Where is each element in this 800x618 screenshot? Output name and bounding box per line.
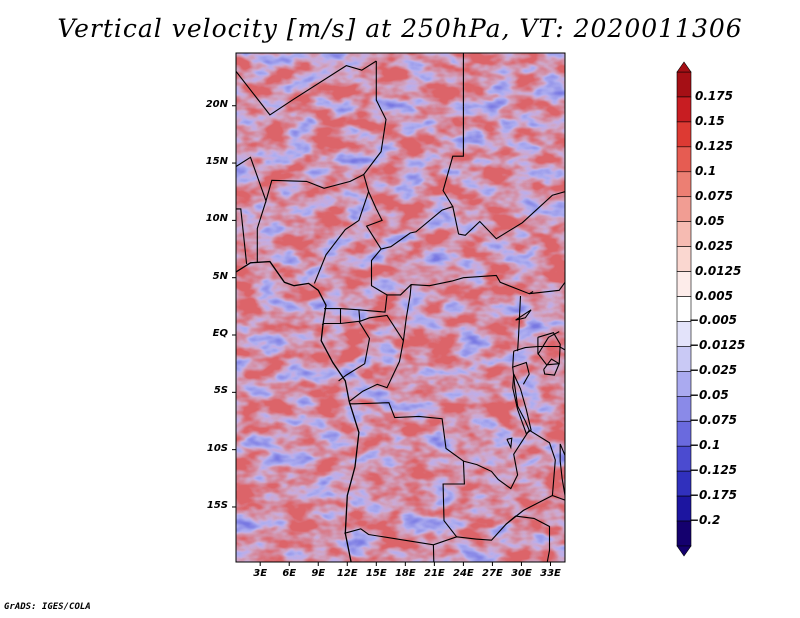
colorbar-tick-label: −0.05 — [689, 388, 729, 403]
colorbar-bottom-arrow — [676, 545, 692, 557]
longitude-label: 12E — [336, 568, 358, 579]
lake-outline — [515, 309, 532, 321]
boundary-line — [236, 60, 377, 116]
latitude-label: 5S — [213, 385, 228, 397]
boundary-line — [552, 494, 565, 501]
axis-ticks — [232, 105, 551, 566]
colorbar-tick-label: −0.1 — [689, 438, 721, 453]
longitude-label: 3E — [253, 568, 268, 579]
colorbar-tick-label: −0.025 — [689, 363, 738, 378]
colorbar-top-arrow — [676, 61, 692, 73]
boundary-line — [236, 208, 248, 264]
country-boundaries — [236, 53, 565, 562]
colorbar-swatch — [676, 146, 692, 173]
latitude-label: 15N — [205, 156, 228, 168]
colorbar-tick-label: 0.0125 — [695, 263, 742, 278]
boundary-line — [475, 429, 556, 541]
lake-outline — [512, 373, 532, 435]
boundary-line — [348, 309, 404, 402]
colorbar-tick-label: −0.175 — [689, 488, 738, 503]
latitude-label: EQ — [212, 328, 228, 339]
longitude-label: 33E — [540, 568, 561, 579]
boundary-line — [387, 274, 534, 296]
grads-credit: GrADS: IGES/COLA — [4, 602, 91, 612]
boundary-line — [512, 351, 530, 385]
colorbar-tick-label: 0.1 — [695, 163, 717, 178]
colorbar — [676, 61, 692, 557]
map-title: Vertical velocity [m/s] at 250hPa, VT: 2… — [57, 14, 743, 43]
colorbar-swatch — [676, 246, 692, 272]
longitude-label: 9E — [311, 568, 326, 579]
colorbar-swatch — [676, 96, 692, 123]
coastline — [236, 260, 360, 562]
latitude-label: 15S — [206, 499, 228, 511]
colorbar-tick-label: 0.075 — [695, 188, 733, 203]
boundary-line — [505, 515, 551, 562]
boundary-line — [236, 156, 364, 203]
boundary-line — [517, 295, 522, 352]
boundary-line — [365, 205, 460, 250]
boundary-line — [529, 281, 565, 295]
colorbar-tick-label: 0.05 — [695, 213, 725, 228]
longitude-label: 24E — [453, 568, 474, 579]
colorbar-swatch — [676, 221, 692, 247]
colorbar-swatch — [676, 121, 692, 148]
boundary-line — [313, 191, 370, 284]
latitude-label: 5N — [212, 270, 228, 282]
boundary-line — [344, 528, 477, 546]
colorbar-swatch — [676, 71, 692, 98]
longitude-label: 18E — [394, 568, 416, 579]
latitude-label: 10N — [205, 213, 228, 225]
boundary-line — [338, 320, 371, 382]
boundary-line — [432, 544, 435, 562]
boundary-line — [442, 106, 464, 207]
colorbar-tick-label: −0.075 — [689, 413, 738, 428]
colorbar-tick-label: 0.025 — [695, 238, 733, 253]
boundary-line — [458, 191, 565, 240]
boundary-line — [463, 429, 530, 490]
colorbar-tick-label: 0.005 — [695, 288, 733, 303]
boundary-line — [512, 367, 530, 431]
colorbar-tick-label: 0.15 — [695, 113, 725, 128]
boundary-line — [537, 331, 560, 355]
colorbar-tick-label: −0.2 — [689, 513, 721, 528]
boundary-line — [402, 284, 412, 341]
boundary-line — [256, 200, 267, 263]
latitude-label: 20N — [205, 98, 228, 110]
colorbar-swatch — [676, 196, 692, 222]
longitude-label: 15E — [365, 568, 387, 579]
colorbar-swatch — [676, 171, 692, 198]
lake-outline — [537, 332, 561, 366]
boundary-line — [543, 358, 560, 376]
longitude-label: 30E — [511, 568, 532, 579]
colorbar-tick-label: 0.175 — [695, 88, 733, 103]
boundary-line — [349, 402, 465, 538]
colorbar-tick-label: −0.125 — [689, 463, 738, 478]
colorbar-tick-label: 0.125 — [695, 138, 733, 153]
longitude-label: 6E — [282, 568, 297, 579]
lake-outline — [506, 437, 513, 450]
map-frame — [235, 52, 566, 563]
colorbar-tick-label: −0.0125 — [689, 338, 746, 353]
colorbar-swatch — [676, 271, 692, 297]
latitude-label: 10S — [206, 442, 228, 454]
boundary-line — [324, 248, 388, 313]
longitude-label: 27E — [482, 568, 503, 579]
longitude-label: 21E — [423, 568, 445, 579]
lake-outline — [559, 443, 565, 496]
colorbar-tick-label: −0.005 — [689, 313, 738, 328]
